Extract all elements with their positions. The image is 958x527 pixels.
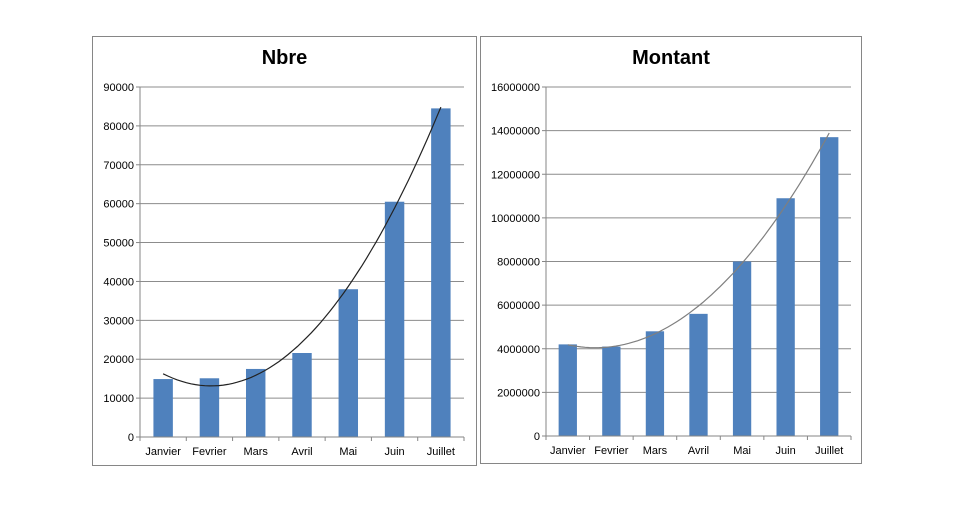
x-tick-label: Juillet — [815, 445, 843, 457]
bar — [602, 346, 621, 436]
bar — [153, 379, 173, 437]
y-tick-label: 50000 — [103, 238, 134, 250]
y-tick-label: 60000 — [103, 199, 134, 211]
x-tick-label: Juin — [776, 445, 796, 457]
x-tick-label: Mai — [733, 445, 751, 457]
bar — [558, 344, 577, 436]
chart-title: Montant — [632, 47, 710, 69]
y-tick-label: 6000000 — [497, 300, 540, 312]
bar — [645, 331, 665, 436]
y-tick-label: 14000000 — [491, 126, 540, 138]
y-tick-label: 20000 — [103, 354, 134, 366]
y-tick-label: 10000 — [103, 393, 134, 405]
x-tick-label: Avril — [688, 445, 709, 457]
y-tick-label: 4000000 — [497, 344, 540, 356]
x-tick-label: Fevrier — [192, 446, 227, 458]
bar — [431, 108, 451, 437]
trendline — [162, 106, 442, 387]
bar — [384, 201, 405, 437]
bar — [338, 289, 359, 437]
y-tick-label: 2000000 — [497, 387, 540, 399]
y-tick-label: 30000 — [103, 315, 134, 327]
chart-title: Nbre — [261, 47, 308, 69]
x-tick-label: Janvier — [145, 446, 181, 458]
x-tick-label: Avril — [291, 446, 312, 458]
bar — [292, 353, 312, 437]
bar — [820, 137, 839, 436]
y-tick-label: 16000000 — [491, 82, 540, 94]
bar — [732, 261, 752, 436]
y-tick-label: 8000000 — [497, 257, 540, 269]
x-tick-label: Juillet — [427, 446, 455, 458]
chart-panel-montant: Montant 0 2000000 4000000 6000000 8000000 100… — [480, 36, 862, 464]
y-tick-label: 80000 — [103, 121, 134, 133]
y-tick-label: 70000 — [103, 160, 134, 172]
y-tick-label: 0 — [534, 431, 540, 443]
bar — [776, 198, 795, 436]
y-tick-label: 40000 — [103, 276, 134, 288]
bar — [245, 368, 266, 437]
x-tick-label: Juin — [384, 446, 404, 458]
y-tick-label: 10000000 — [491, 213, 540, 225]
x-tick-label: Mai — [339, 446, 357, 458]
x-tick-label: Mars — [643, 445, 668, 457]
chart-panel-nbre: Nbre 0 10000 20000 30000 40000 50000 60000 7000… — [92, 36, 477, 466]
bar — [689, 313, 708, 436]
y-tick-label: 12000000 — [491, 169, 540, 181]
x-tick-label: Mars — [243, 446, 268, 458]
x-tick-label: Fevrier — [594, 445, 629, 457]
y-tick-label: 0 — [128, 432, 134, 444]
y-tick-label: 90000 — [103, 82, 134, 94]
trendline — [567, 132, 830, 349]
bar — [199, 378, 220, 437]
x-tick-label: Janvier — [550, 445, 586, 457]
chart-plot-montant: 0 2000000 4000000 6000000 8000000 10000000 120… — [491, 82, 852, 457]
chart-plot-nbre: 0 10000 20000 30000 40000 50000 60000 70000 8000… — [103, 82, 465, 458]
